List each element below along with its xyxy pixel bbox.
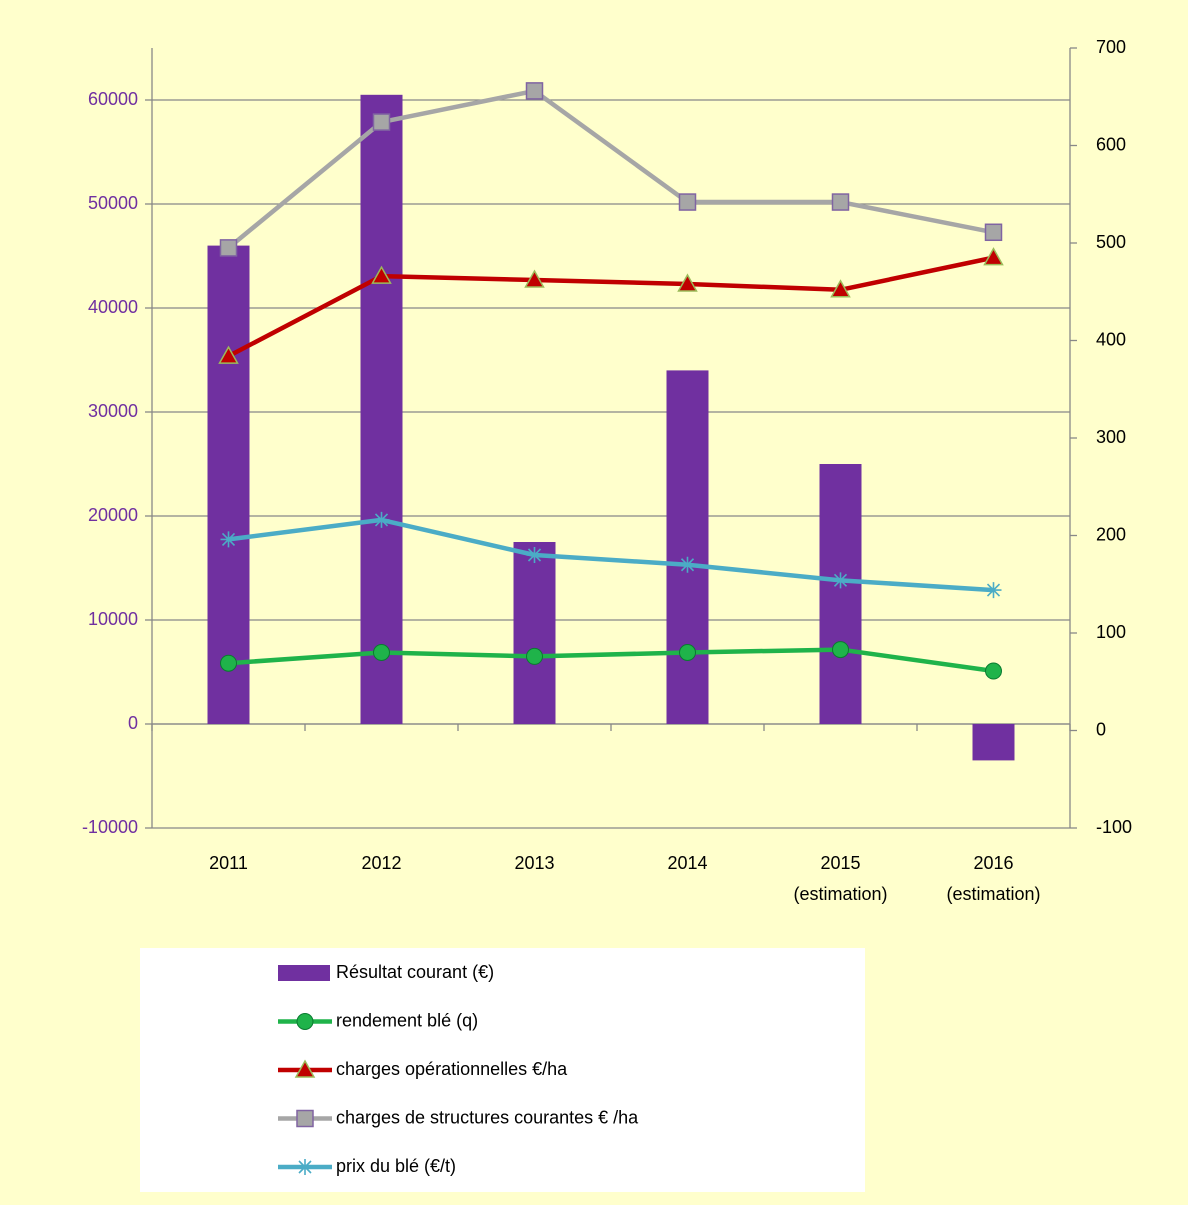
y2-tick-label: 0 xyxy=(1096,719,1106,739)
x-tick-label: 2013 xyxy=(514,853,554,873)
marker xyxy=(679,556,696,573)
bar xyxy=(819,464,862,724)
bar xyxy=(360,94,403,725)
x-tick-label: 2015 (estimation) xyxy=(793,853,887,904)
y2-tick-label: 500 xyxy=(1096,232,1126,252)
legend-label: charges de structures courantes € /ha xyxy=(336,1107,639,1127)
legend-swatch xyxy=(278,965,330,981)
y-tick-label: 60000 xyxy=(88,89,138,109)
legend-box xyxy=(140,948,865,1192)
marker xyxy=(371,265,392,284)
marker xyxy=(294,1059,316,1078)
x-tick-label: 2016 (estimation) xyxy=(946,853,1040,904)
y2-tick-label: 400 xyxy=(1096,329,1126,349)
marker xyxy=(983,247,1004,266)
line xyxy=(228,647,994,674)
marker xyxy=(373,511,390,528)
y-tick-label: 40000 xyxy=(88,297,138,317)
marker xyxy=(985,582,1002,599)
marker xyxy=(296,1013,314,1030)
legend-label: Résultat courant (€) xyxy=(336,962,494,982)
y2-tick-label: 300 xyxy=(1096,427,1126,447)
marker xyxy=(832,641,849,659)
y2-tick-label: -100 xyxy=(1096,817,1132,837)
y2-tick-label: 100 xyxy=(1096,622,1126,642)
x-tick-label: 2014 xyxy=(667,853,707,873)
y-tick-label: -10000 xyxy=(82,817,138,837)
line xyxy=(227,255,994,359)
y2-tick-label: 600 xyxy=(1096,134,1126,154)
line xyxy=(227,88,994,250)
bar xyxy=(972,724,1015,761)
y2-tick-label: 200 xyxy=(1096,524,1126,544)
marker xyxy=(219,239,238,257)
marker xyxy=(525,82,544,100)
marker xyxy=(832,572,849,589)
legend-label: charges opérationnelles €/ha xyxy=(336,1059,568,1079)
line xyxy=(228,517,994,593)
marker xyxy=(297,1159,313,1175)
y-tick-label: 0 xyxy=(128,713,138,733)
y-tick-label: 20000 xyxy=(88,505,138,525)
marker xyxy=(831,193,850,211)
marker xyxy=(984,223,1003,242)
marker xyxy=(526,547,543,563)
marker xyxy=(830,279,851,298)
marker xyxy=(372,113,391,131)
marker xyxy=(220,654,237,672)
bar xyxy=(207,245,250,724)
y-tick-label: 50000 xyxy=(88,193,138,213)
marker xyxy=(678,193,697,211)
y-tick-label: 30000 xyxy=(88,401,138,421)
marker xyxy=(296,1109,314,1128)
marker xyxy=(220,531,237,548)
y-tick-label: 10000 xyxy=(88,609,138,629)
bar xyxy=(513,542,556,724)
x-tick-label: 2012 xyxy=(361,853,401,873)
legend-label: prix du blé (€/t) xyxy=(336,1156,456,1176)
bar xyxy=(666,370,709,724)
marker xyxy=(677,273,698,292)
x-tick-label: 2011 xyxy=(209,853,248,873)
marker xyxy=(526,647,543,665)
marker xyxy=(218,345,239,364)
y2-tick-label: 700 xyxy=(1096,37,1126,57)
marker xyxy=(985,662,1002,680)
marker xyxy=(679,644,696,661)
marker xyxy=(373,644,390,661)
marker xyxy=(524,269,545,288)
legend-label: rendement blé (q) xyxy=(336,1010,478,1030)
